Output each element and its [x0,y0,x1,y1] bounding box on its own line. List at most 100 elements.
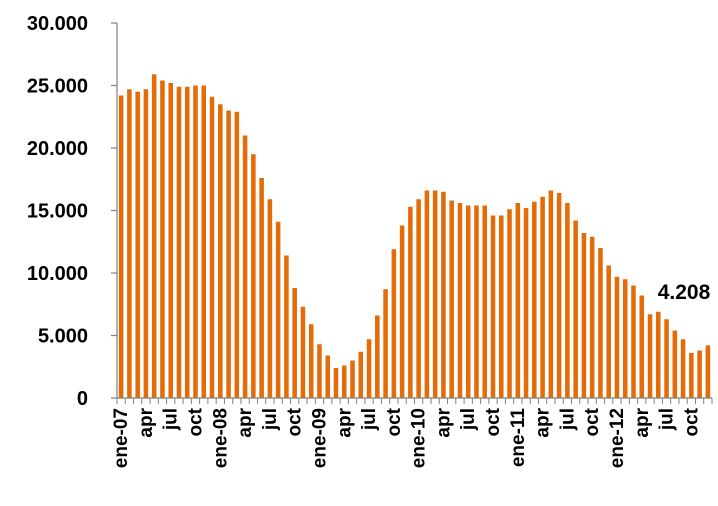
bar [259,178,264,398]
bar [548,190,554,398]
bar [176,86,182,398]
bar [664,319,669,398]
bar [184,86,190,398]
x-tick-label: ene-12 [607,408,628,468]
bar [441,191,446,398]
x-tick-label: oct [285,407,306,436]
x-tick-label: ene-10 [409,408,430,468]
bar [689,353,694,398]
bar [424,190,430,398]
bar [391,249,397,398]
bar [656,311,661,398]
bar [606,265,611,398]
x-tick-label: jul [458,408,479,431]
y-tick-label: 15.000 [27,201,88,223]
bar [680,339,686,398]
y-tick-label: 20.000 [27,138,88,160]
x-tick-label: apr [533,407,554,437]
x-tick-label: oct [681,407,702,436]
bar [160,80,165,398]
bar [317,344,322,398]
x-tick-label: oct [384,407,405,436]
bar [556,193,562,398]
bar [465,205,471,398]
x-tick-label: apr [136,407,157,437]
y-tick-label: 10.000 [27,263,88,285]
x-tick-label: jul [359,408,380,431]
x-tick-label: ene-07 [111,408,132,468]
bar [193,85,198,398]
bar [127,89,132,398]
bar [308,324,314,398]
bar [482,205,488,398]
y-tick-label: 5.000 [38,326,88,348]
x-tick-label: ene-08 [210,408,231,468]
bar [416,199,421,398]
x-tick-label: apr [235,407,256,437]
bar [449,200,454,398]
bar [408,206,413,398]
bar [474,205,479,398]
y-tick-label: 30.000 [27,13,88,35]
bar [639,295,645,398]
x-tick-label: ene-09 [309,408,330,468]
bar [432,190,438,398]
bar [622,279,628,398]
bar [540,196,545,398]
bar [581,233,587,398]
bar [399,225,405,398]
bar [341,365,347,398]
x-tick-label: oct [186,407,207,436]
x-tick-label: oct [483,407,504,436]
bar [135,91,140,398]
bar [631,285,636,398]
bar [118,95,124,398]
x-tick-label: apr [334,407,355,437]
bar [598,248,603,398]
bar [284,255,289,398]
y-axis: 0 5.000 10.000 15.000 20.000 25.000 30.000 [27,13,118,410]
x-tick-label: jul [161,408,182,431]
data-label-last-value: 4.208 [658,281,711,304]
bar [209,96,215,398]
bar [366,339,372,398]
bar [292,288,297,398]
x-tick-label: jul [657,408,678,431]
bar [507,209,512,398]
bar [383,289,388,398]
bar [573,220,578,398]
bar [523,208,529,398]
y-tick-label: 0 [77,388,88,410]
bar [226,110,231,398]
bar [672,330,678,398]
x-tick-label: ene-11 [508,408,529,468]
bar [358,351,364,398]
bar [490,215,496,398]
bar [333,368,339,398]
x-tick-label: apr [433,407,454,437]
x-tick-label: jul [557,408,578,431]
bar [168,83,173,398]
x-tick-label: oct [582,407,603,436]
bar [375,315,380,398]
bar [275,221,281,398]
bar [457,203,463,398]
bar [242,135,248,398]
bar [614,276,620,398]
bar [267,199,273,398]
bar [201,85,207,398]
x-tick-label: jul [260,408,281,431]
x-axis: ene-07 apr jul oct ene-08 apr jul oct ene-09 apr j… [111,397,713,468]
bar [697,350,702,398]
bar [705,345,711,398]
bar [499,215,504,398]
bar [300,306,306,398]
bar [647,314,653,398]
y-tick-label: 25.000 [27,76,88,98]
x-tick-label: apr [632,407,653,437]
bar [234,111,240,398]
bars-group [118,74,711,398]
bar [515,203,521,398]
bar [325,355,331,398]
